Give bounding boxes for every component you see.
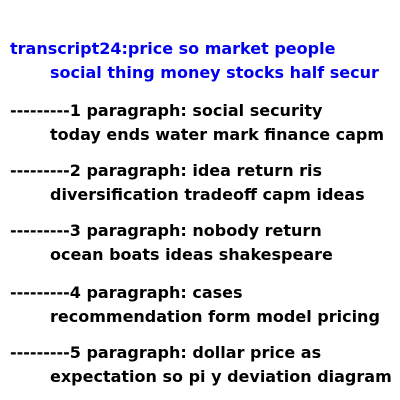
- paragraph-text: expectation so pi y deviation diagram: [50, 367, 392, 386]
- paragraph-text: today ends water mark finance capm: [50, 125, 385, 144]
- paragraph-heading: ---------3 paragraph: nobody return: [10, 221, 322, 240]
- paragraph-text: recommendation form model pricing: [50, 307, 380, 326]
- paragraph-text: ocean boats ideas shakespeare: [50, 245, 333, 264]
- paragraph-text: diversification tradeoff capm ideas: [50, 185, 365, 204]
- paragraph-1: ---------1 paragraph: social security to…: [10, 99, 384, 147]
- paragraph-heading: ---------1 paragraph: social security: [10, 101, 323, 120]
- title-line-2: social thing money stocks half secur: [50, 63, 379, 82]
- paragraph-2: ---------2 paragraph: idea return ris di…: [10, 159, 365, 207]
- paragraph-heading: ---------5 paragraph: dollar price as: [10, 343, 322, 362]
- paragraph-3: ---------3 paragraph: nobody return ocea…: [10, 219, 333, 267]
- paragraph-4: ---------4 paragraph: cases recommendati…: [10, 281, 380, 329]
- paragraph-heading: ---------2 paragraph: idea return ris: [10, 161, 323, 180]
- title-line-1: transcript24:price so market people: [10, 39, 336, 58]
- paragraph-5: ---------5 paragraph: dollar price as ex…: [10, 341, 392, 389]
- transcript-title: transcript24:price so market people soci…: [10, 37, 379, 85]
- paragraph-heading: ---------4 paragraph: cases: [10, 283, 243, 302]
